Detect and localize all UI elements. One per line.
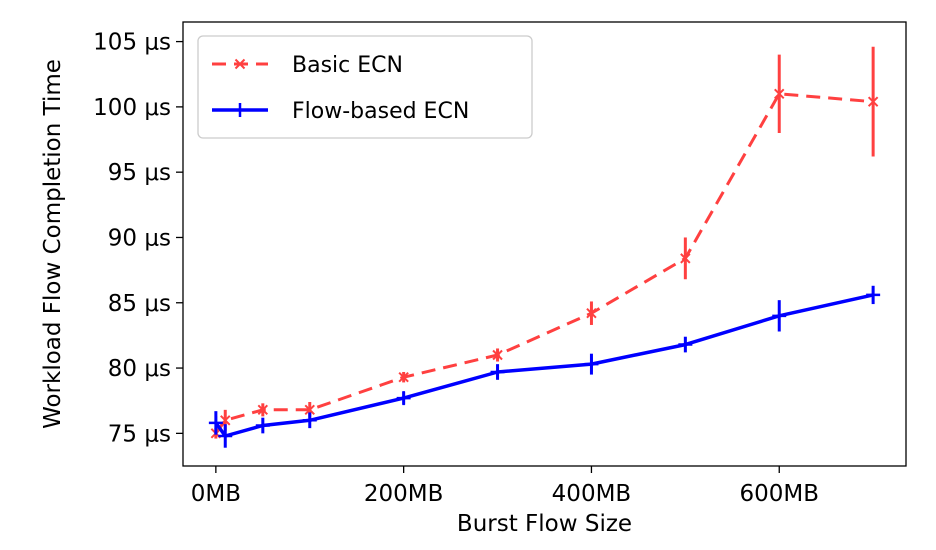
legend-label: Basic ECN: [292, 53, 403, 78]
x-tick-label: 0MB: [191, 481, 241, 507]
x-axis-label: Burst Flow Size: [457, 511, 632, 537]
y-tick-label: 90 μs: [108, 225, 171, 251]
data-point: [398, 371, 409, 383]
y-tick-label: 80 μs: [108, 356, 171, 382]
x-tick-label: 200MB: [364, 481, 444, 507]
y-tick-label: 95 μs: [108, 160, 171, 186]
data-point: [208, 415, 223, 430]
y-tick-label: 75 μs: [108, 421, 171, 447]
y-tick-label: 105 μs: [93, 30, 171, 56]
data-point: [490, 364, 505, 379]
data-point: [304, 404, 315, 416]
legend-swatch-marker: [234, 58, 246, 70]
data-point: [867, 96, 879, 107]
data-point: [218, 428, 233, 443]
x-tick-label: 400MB: [552, 481, 632, 507]
legend-swatch-marker: [233, 103, 247, 117]
data-point: [774, 88, 785, 100]
axes-frame: [182, 21, 907, 467]
y-axis: 75 μs 80 μs 85 μs 90 μs 95 μs 100 μs 105 μs: [93, 30, 183, 447]
data-point: [302, 413, 317, 428]
series-line: [214, 92, 874, 435]
data-point: [680, 253, 691, 264]
data-point: [772, 308, 787, 323]
legend-label: Flow-based ECN: [292, 99, 469, 124]
legend-box: [197, 35, 533, 139]
data-point: [866, 287, 881, 302]
x-tick-label: 600MB: [739, 481, 819, 507]
data-point: [586, 308, 597, 319]
data-point: [678, 337, 693, 352]
data-point: [257, 404, 269, 416]
data-point: [396, 391, 411, 406]
x-axis: 0MB 200MB 400MB 600MB: [191, 466, 819, 507]
plot-area: [208, 46, 881, 448]
data-point: [584, 357, 599, 372]
data-point: [255, 418, 270, 433]
y-tick-label: 85 μs: [108, 291, 171, 317]
series-2: [208, 285, 881, 448]
y-axis-label: Workload Flow Completion Time: [40, 59, 66, 429]
data-point: [492, 349, 503, 361]
y-tick-label: 100 μs: [93, 95, 171, 121]
series-line: [214, 293, 874, 438]
legend: Basic ECN Flow-based ECN: [197, 35, 533, 139]
series-1: [210, 46, 879, 439]
